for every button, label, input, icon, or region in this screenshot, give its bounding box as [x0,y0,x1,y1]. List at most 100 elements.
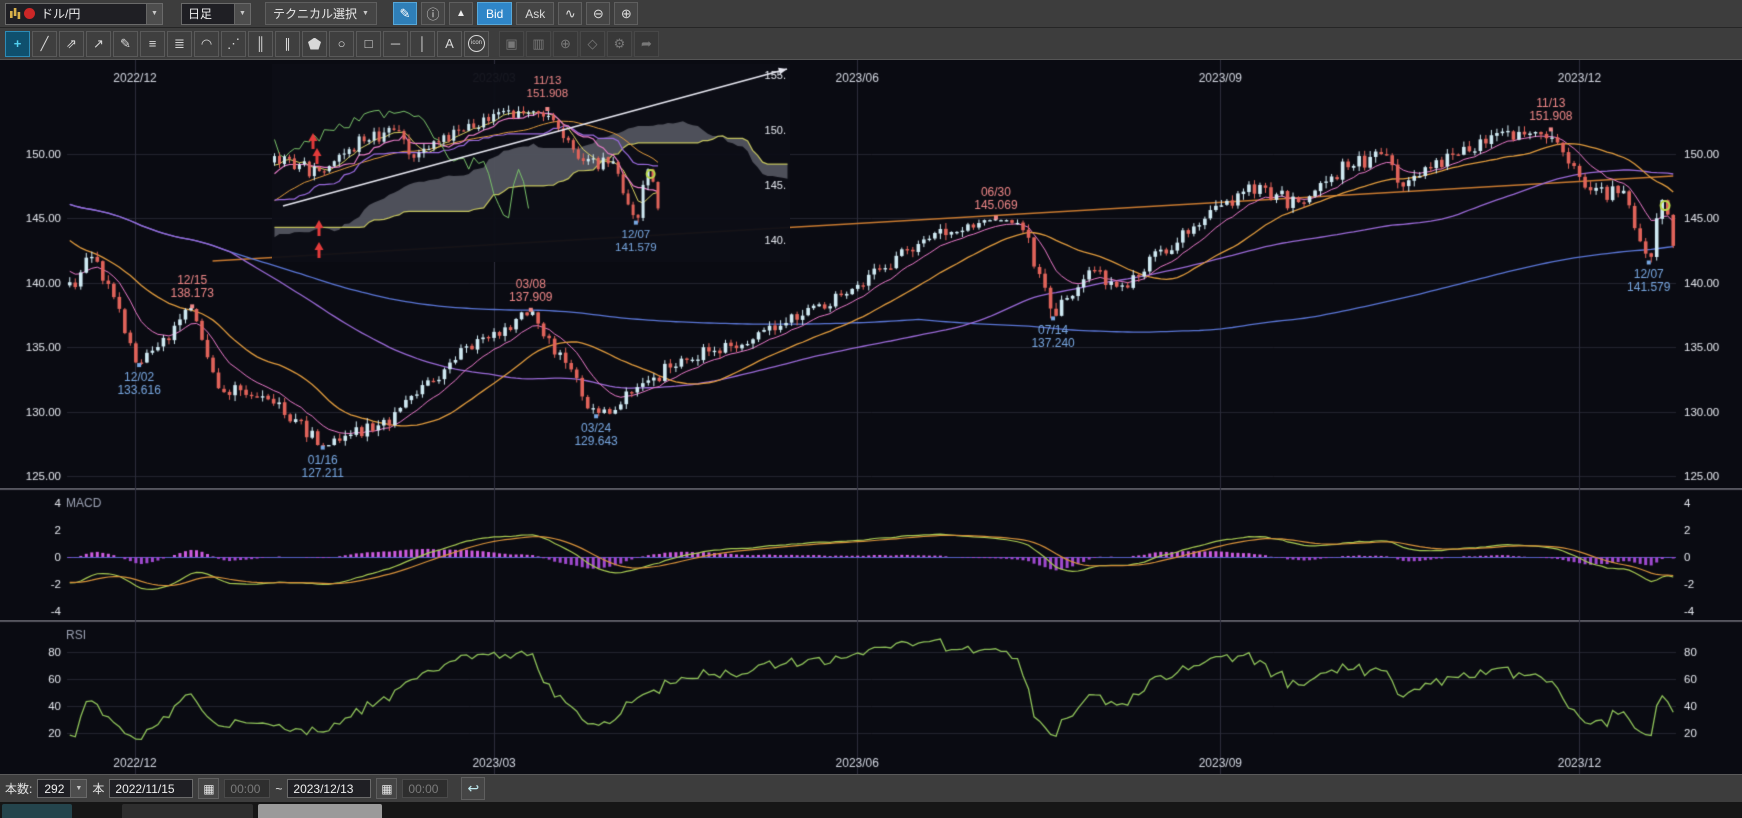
undo-icon: ↩ [467,780,480,796]
calendar-icon: ▦ [381,781,393,796]
reset-range-button[interactable]: ↩ [461,777,486,800]
technical-select-label: テクニカル選択 [273,7,358,21]
chevron-down-icon[interactable]: ▼ [70,780,87,797]
info-button[interactable]: ⓘ [420,2,445,25]
fibo-arc-tool-icon: ◠ [200,35,213,51]
export-tool: ➦ [634,30,659,57]
eraser-tool: ◇ [580,30,605,57]
chevron-down-icon[interactable]: ▼ [234,3,250,24]
vertical-line-tool[interactable]: │ [410,30,435,57]
start-time-input [224,779,271,798]
rectangle-tool-icon: □ [364,36,373,51]
time-lines-tool-icon: ║ [255,36,266,51]
end-date-calendar-button[interactable]: ▦ [376,778,398,799]
export-tool-icon: ➦ [641,35,652,51]
text-tool[interactable]: A [437,30,462,57]
calendar-icon: ▦ [203,781,215,796]
chart-style-line-button[interactable]: ∿ [558,2,583,25]
bars-count-label: 本数: [5,782,33,796]
chart-area[interactable] [0,60,1742,774]
trendline-tool-icon: ╱ [40,35,49,51]
icon-stamp-tool[interactable]: icon [464,30,489,57]
fibo-retracement-tool[interactable]: ≡ [140,30,165,57]
pentagon-tool-icon [308,37,321,50]
layout-tool-icon: ▥ [532,35,545,51]
timeframe-value: 日足 [188,7,213,21]
trendline-tool[interactable]: ╱ [32,30,57,57]
freehand-tool[interactable]: ✎ [113,30,138,57]
candlestick-icon [9,7,21,20]
zoom-inset-window[interactable] [272,64,790,262]
ask-button[interactable]: Ask [516,2,555,25]
ellipse-tool[interactable]: ○ [329,30,354,57]
zoom-in-icon: ⊕ [620,5,632,21]
range-separator: ~ [275,781,283,796]
bid-button[interactable]: Bid [476,2,513,25]
price-lines-tool-icon: ≣ [174,35,185,51]
price-chart-canvas[interactable] [0,60,1742,488]
icon-stamp-tool-icon: icon [468,35,485,52]
ellipse-tool-icon: ○ [337,36,346,51]
bottom-tab-strip [0,802,1742,818]
copy-chart-tool: ▣ [499,30,524,57]
chevron-down-icon: ▼ [362,10,369,17]
zoom-out-button[interactable]: ⊖ [586,2,611,25]
zoom-area-tool: ⊕ [553,30,578,57]
vertical-line-tool-icon: │ [418,36,427,51]
fibo-fan-tool[interactable]: ⋰ [221,30,246,57]
zoom-out-icon: ⊖ [592,5,604,21]
fibo-arc-tool[interactable]: ◠ [194,30,219,57]
bottom-toolbar: 本数: 292 ▼ 本 ▦ ~ ▦ ↩ [0,774,1742,802]
channel-tool-icon: ∥ [284,35,291,51]
layout-tool: ▥ [526,30,551,57]
end-date-input[interactable] [287,779,372,798]
bottom-tab[interactable] [2,804,72,818]
chevron-down-icon[interactable]: ▼ [146,3,162,24]
pentagon-tool[interactable] [302,30,327,57]
freehand-tool-icon: ✎ [120,35,131,51]
top-toolbar: ドル/円 ▼ 日足 ▼ テクニカル選択 ▼ ✎ ⓘ ▲ Bid Ask ∿ ⊖ … [0,0,1742,28]
crosshair-tool-icon: + [13,36,22,51]
eraser-tool-icon: ◇ [587,35,598,51]
settings-tool-icon: ⚙ [613,35,626,51]
line-chart-icon: ∿ [564,5,576,21]
pencil-icon: ✎ [399,5,411,21]
price-lines-tool[interactable]: ≣ [167,30,192,57]
end-time-input [402,779,449,798]
zoom-area-tool-icon: ⊕ [560,35,571,51]
fibo-fan-tool-icon: ⋰ [227,35,240,51]
start-date-calendar-button[interactable]: ▦ [198,778,220,799]
macd-panel-canvas[interactable] [0,488,1742,620]
start-date-input[interactable] [109,779,194,798]
draw-mode-button[interactable]: ✎ [392,2,417,25]
horizontal-line-tool[interactable]: ─ [383,30,408,57]
copy-chart-tool-icon: ▣ [505,35,518,51]
ray-line-tool-icon: ↗ [93,35,104,51]
bars-count-select[interactable]: 292 ▼ [37,779,88,798]
currency-pair-select[interactable]: ドル/円 ▼ [5,2,163,25]
area-chart-icon: ▲ [456,8,466,19]
rectangle-tool[interactable]: □ [356,30,381,57]
currency-pair-value: ドル/円 [41,7,81,21]
japan-flag-icon [24,8,35,19]
time-lines-tool[interactable]: ║ [248,30,273,57]
chart-style-area-button[interactable]: ▲ [448,2,473,25]
extended-line-tool[interactable]: ⇗ [59,30,84,57]
text-tool-icon: A [445,36,454,51]
horizontal-line-tool-icon: ─ [390,36,401,51]
inset-chart-canvas[interactable] [272,64,790,262]
ray-line-tool[interactable]: ↗ [86,30,111,57]
technical-select-button[interactable]: テクニカル選択 ▼ [265,2,377,25]
bottom-tab[interactable] [258,804,382,818]
settings-tool: ⚙ [607,30,632,57]
bars-unit-label: 本 [92,782,105,796]
info-icon: ⓘ [426,7,440,22]
crosshair-tool[interactable]: + [5,30,30,57]
zoom-in-button[interactable]: ⊕ [614,2,639,25]
bottom-tab[interactable] [122,804,253,818]
rsi-panel-canvas[interactable] [0,620,1742,774]
timeframe-select[interactable]: 日足 ▼ [181,2,251,25]
channel-tool[interactable]: ∥ [275,30,300,57]
